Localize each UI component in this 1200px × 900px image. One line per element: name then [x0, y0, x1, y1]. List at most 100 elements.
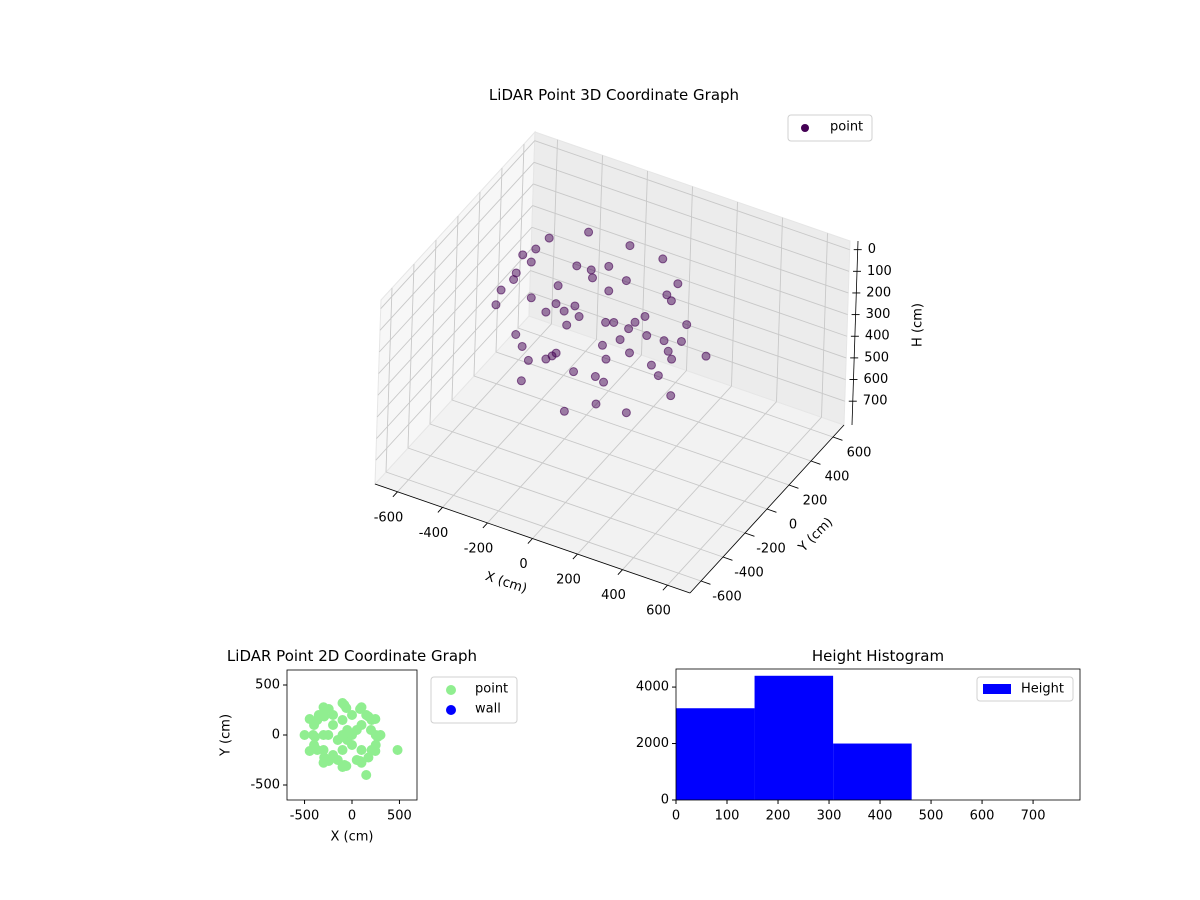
- grid-line: [385, 471, 702, 582]
- axis-line: [374, 483, 691, 594]
- point: [646, 360, 656, 370]
- chart-title: LiDAR Point 3D Coordinate Graph: [489, 86, 739, 104]
- x-tick-label: 400: [868, 809, 893, 824]
- point: [551, 299, 561, 309]
- y-tick-label: 0: [272, 728, 280, 743]
- legend-box: [787, 114, 873, 142]
- point: [516, 376, 526, 386]
- x-tick-label: 0: [519, 557, 527, 572]
- y-tick: [766, 508, 777, 513]
- point: [659, 336, 669, 346]
- point: [621, 408, 631, 418]
- x-tick-label: -500: [290, 809, 320, 824]
- point: [341, 703, 352, 713]
- x-axis-label: X (cm): [483, 569, 529, 597]
- x-tick-label: -600: [374, 510, 404, 525]
- point: [621, 276, 631, 286]
- point: [332, 735, 343, 745]
- legend-label: Height: [1021, 682, 1064, 697]
- point: [509, 274, 519, 284]
- point: [526, 257, 536, 267]
- point: [642, 331, 652, 341]
- y-tick-label: 0: [661, 793, 669, 808]
- point: [337, 745, 348, 755]
- grid-line: [407, 447, 724, 558]
- point: [624, 324, 634, 334]
- legend-marker: [446, 685, 456, 695]
- z-tick-label: 0: [868, 242, 876, 257]
- point: [547, 351, 557, 361]
- z-tick-label: 600: [863, 372, 888, 387]
- point: [673, 279, 683, 289]
- grid-line: [377, 226, 533, 396]
- x-tick-label: 100: [715, 809, 740, 824]
- point: [601, 317, 611, 327]
- point: [299, 730, 310, 740]
- point: [562, 320, 572, 330]
- bar: [676, 708, 755, 800]
- grid-line: [531, 226, 848, 337]
- z-tick-label: 400: [865, 329, 890, 344]
- x-tick: [617, 569, 623, 575]
- x-tick-label: 500: [387, 809, 412, 824]
- legend-label: point: [475, 682, 508, 697]
- point: [662, 290, 672, 300]
- point: [318, 702, 329, 713]
- grid-line: [473, 375, 790, 486]
- point: [319, 752, 330, 763]
- point: [491, 300, 501, 310]
- point: [365, 725, 376, 735]
- point: [370, 740, 381, 750]
- z-tick-label: 100: [867, 264, 892, 279]
- z-tick-label: 700: [863, 394, 888, 409]
- y-tick: [788, 484, 799, 489]
- point: [541, 307, 551, 317]
- x-tick: [482, 522, 488, 529]
- grid-line: [379, 162, 535, 331]
- y-tick: [700, 580, 711, 585]
- point: [682, 320, 692, 330]
- chart-title: LiDAR Point 2D Coordinate Graph: [227, 647, 477, 665]
- point: [511, 330, 521, 340]
- y-tick: [744, 532, 755, 537]
- point: [341, 761, 352, 771]
- y-axis-label: Y (cm): [219, 714, 234, 757]
- point: [604, 261, 614, 271]
- x-tick-label: 700: [1021, 809, 1046, 824]
- legend-label: point: [830, 120, 863, 135]
- point: [392, 745, 403, 755]
- point: [544, 233, 554, 243]
- x-tick-label: -200: [464, 541, 494, 556]
- point: [332, 755, 343, 765]
- y-tick-label: 4000: [636, 680, 669, 695]
- y-axis-label: Y (cm): [795, 515, 836, 556]
- y-tick-label: 0: [789, 518, 797, 533]
- grid-line: [429, 423, 746, 534]
- axis-line: [689, 424, 845, 594]
- point: [309, 732, 320, 742]
- point: [517, 341, 527, 351]
- point: [356, 702, 367, 713]
- point: [653, 371, 663, 381]
- point: [676, 336, 686, 346]
- legend-label: wall: [475, 702, 501, 717]
- grid-line: [534, 140, 850, 251]
- point: [604, 286, 614, 296]
- grid-line: [376, 248, 532, 418]
- y-tick-label: 400: [825, 470, 850, 485]
- grid-line: [533, 161, 850, 272]
- point: [309, 740, 320, 750]
- x-tick-label: 600: [646, 604, 671, 619]
- grid-line: [378, 183, 534, 353]
- chart-title: Height Histogram: [812, 647, 944, 665]
- point: [523, 355, 533, 365]
- y-tick-label: -200: [756, 542, 786, 557]
- point: [624, 348, 634, 358]
- y-tick-label: 200: [803, 494, 828, 509]
- x-tick: [662, 584, 668, 591]
- legend-marker: [446, 705, 456, 715]
- legend-swatch: [983, 684, 1011, 694]
- grid-line: [532, 205, 848, 316]
- x-tick-label: 500: [919, 809, 944, 824]
- x-tick-label: 300: [817, 809, 842, 824]
